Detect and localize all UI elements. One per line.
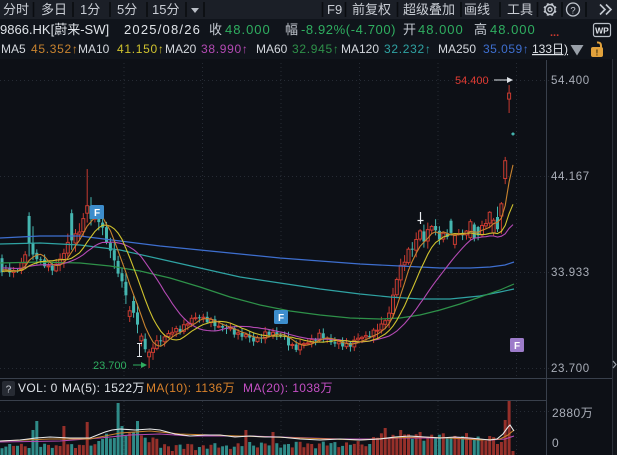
svg-text:MA60: MA60 [256,42,288,56]
svg-text:33.933: 33.933 [551,267,590,279]
svg-text:133日): 133日) [532,42,568,56]
svg-text:48.000: 48.000 [418,22,464,37]
svg-text:幅: 幅 [285,22,298,37]
svg-text:MA5: MA5 [1,42,26,56]
svg-text:画线: 画线 [464,2,490,17]
svg-text:44.167: 44.167 [551,171,590,183]
svg-text:F9: F9 [327,2,342,17]
svg-text:1分: 1分 [80,2,100,17]
svg-text:MA(20): 1038万: MA(20): 1038万 [243,381,333,395]
svg-text:高: 高 [474,22,487,37]
svg-text:35.059↑: 35.059↑ [483,42,529,56]
svg-text:9866.HK[蔚来-SW]: 9866.HK[蔚来-SW] [0,22,109,37]
svg-text:MA20: MA20 [165,42,197,56]
svg-text:...: ... [550,27,559,39]
svg-text:超级叠加: 超级叠加 [403,2,455,17]
svg-text:0: 0 [552,436,559,450]
svg-text:开: 开 [403,22,416,37]
svg-text:MA(10): 1136万: MA(10): 1136万 [146,381,235,395]
svg-text:收: 收 [209,22,222,37]
svg-text:F: F [278,313,284,324]
svg-text:54.400: 54.400 [455,75,489,87]
svg-text:!: ! [596,49,599,58]
svg-text:MA10: MA10 [78,42,110,56]
svg-text:32.945↑: 32.945↑ [292,42,340,56]
svg-text:23.700: 23.700 [551,363,590,375]
svg-text:多日: 多日 [41,2,67,17]
svg-text:MA120: MA120 [341,42,379,56]
svg-text:41.150↑: 41.150↑ [117,42,165,56]
svg-text:5分: 5分 [117,2,137,17]
svg-text:48.000: 48.000 [490,22,536,37]
svg-text:48.000: 48.000 [225,22,271,37]
svg-text:前复权: 前复权 [352,2,391,17]
svg-text:2880万: 2880万 [552,406,593,420]
svg-text:F: F [514,341,520,352]
svg-text:38.990↑: 38.990↑ [201,42,249,56]
svg-text:分时: 分时 [3,2,29,17]
svg-text:32.232↑: 32.232↑ [384,42,432,56]
svg-text:?: ? [6,385,12,396]
svg-text:MA(5): 1522万: MA(5): 1522万 [62,381,145,395]
svg-text:WP: WP [595,26,609,36]
svg-text:MA250: MA250 [438,42,476,56]
svg-text:54.400: 54.400 [551,75,590,87]
svg-text:15分: 15分 [152,2,179,17]
svg-text:VOL: 0: VOL: 0 [18,381,58,395]
svg-text:工具: 工具 [507,2,533,17]
svg-text:2025/08/26: 2025/08/26 [124,22,201,37]
svg-text:F: F [94,208,100,219]
svg-text:23.700: 23.700 [93,360,127,372]
svg-text:45.352↑: 45.352↑ [31,42,79,56]
svg-text:-8.92%(-4.700): -8.92%(-4.700) [301,22,396,37]
svg-text:?: ? [570,6,575,17]
